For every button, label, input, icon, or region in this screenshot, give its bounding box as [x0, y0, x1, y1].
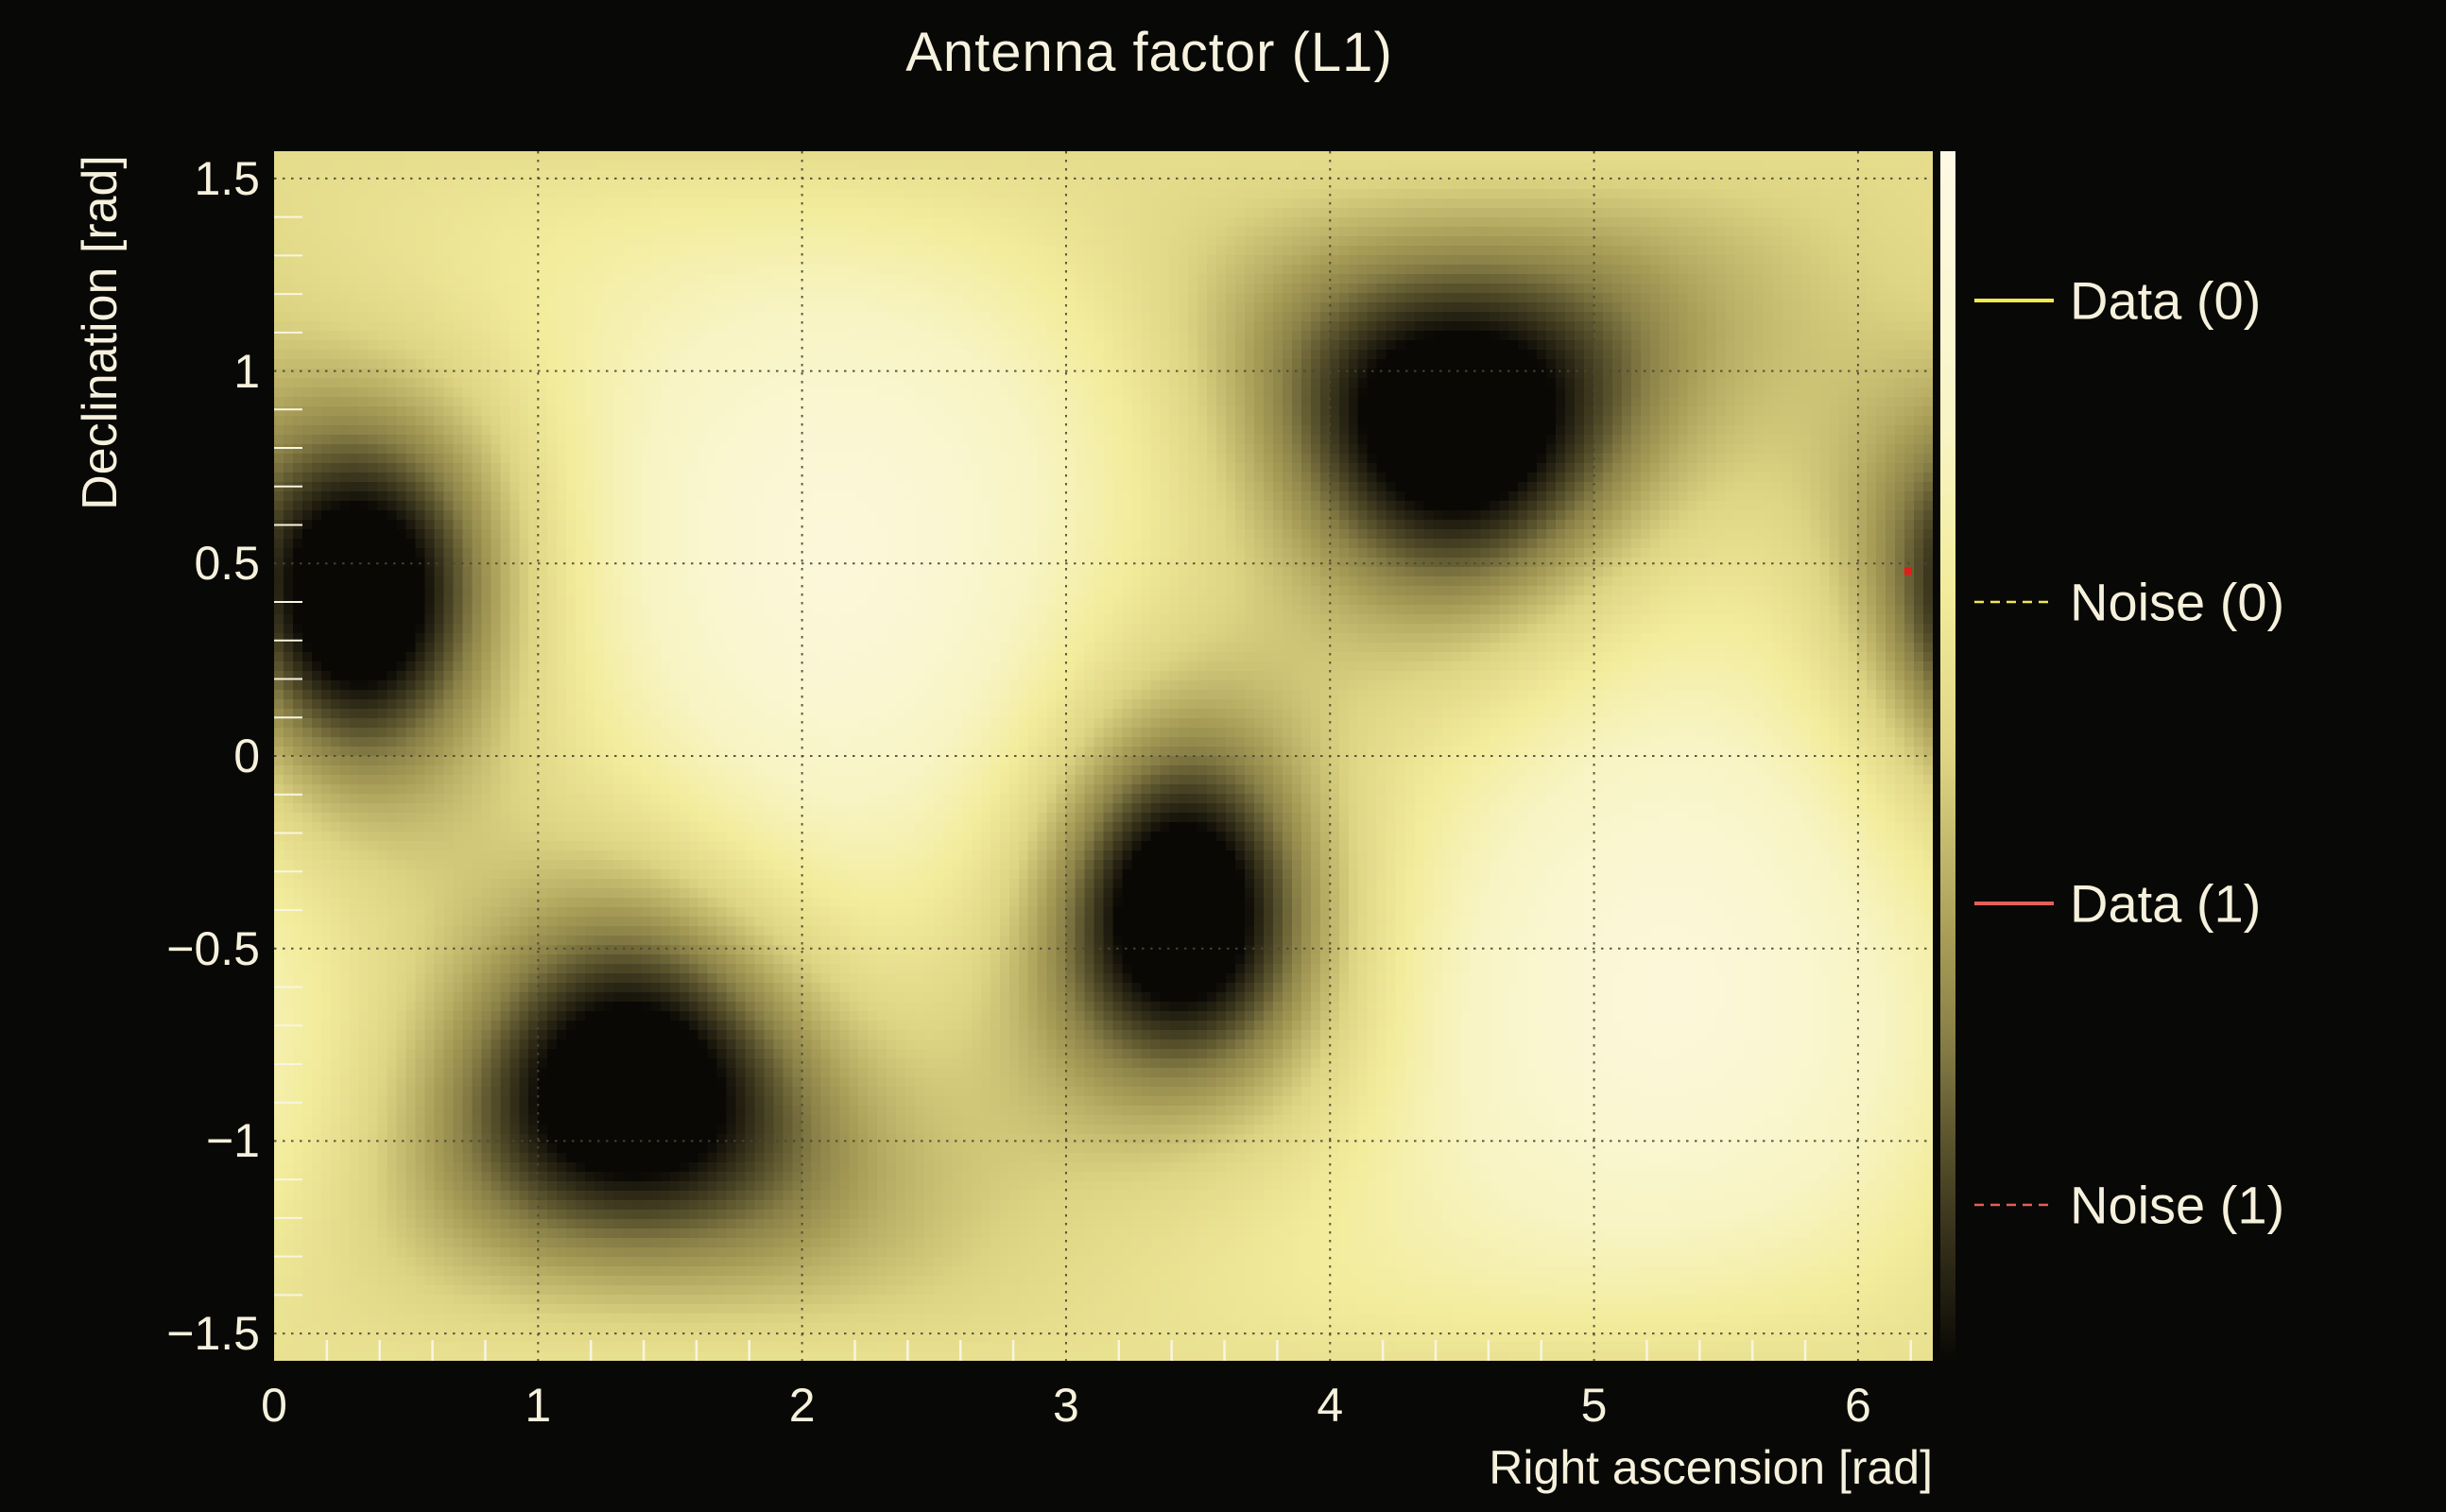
x-tick-label-4: 4 [1317, 1379, 1344, 1432]
colorbar [1940, 151, 1955, 1361]
legend-dashed-line-icon [1974, 1203, 2054, 1207]
legend-dashed-line-icon [1974, 600, 2054, 604]
legend-label: Noise (0) [2070, 572, 2285, 632]
y-tick-label-1.5: 1.5 [194, 151, 260, 205]
legend-label: Data (0) [2070, 270, 2262, 331]
x-axis-title: Right ascension [rad] [1489, 1441, 1933, 1494]
x-tick-label-0: 0 [261, 1379, 287, 1432]
legend-solid-line-icon [1974, 299, 2054, 302]
legend-label: Noise (1) [2070, 1175, 2285, 1235]
legend-solid-line-icon [1974, 902, 2054, 905]
y-tick-label-−1: −1 [205, 1114, 260, 1168]
plot-title: Antenna factor (L1) [905, 22, 1393, 83]
y-tick-label-0.5: 0.5 [194, 537, 260, 591]
legend-label: Data (1) [2070, 873, 2262, 934]
x-tick-label-1: 1 [525, 1379, 552, 1432]
y-axis-title: Declination [rad] [73, 155, 128, 510]
x-tick-label-2: 2 [788, 1379, 816, 1432]
y-tick-label-−0.5: −0.5 [166, 921, 260, 975]
x-tick-label-6: 6 [1844, 1379, 1871, 1432]
y-tick-label-1: 1 [233, 344, 260, 398]
plot-overlay [274, 151, 1933, 1361]
y-tick-label-−1.5: −1.5 [166, 1307, 260, 1361]
sky-heatmap [274, 151, 1933, 1361]
x-tick-label-5: 5 [1580, 1379, 1608, 1432]
event-marker [1903, 567, 1912, 576]
x-tick-label-3: 3 [1053, 1379, 1079, 1432]
y-tick-label-0: 0 [233, 730, 260, 782]
